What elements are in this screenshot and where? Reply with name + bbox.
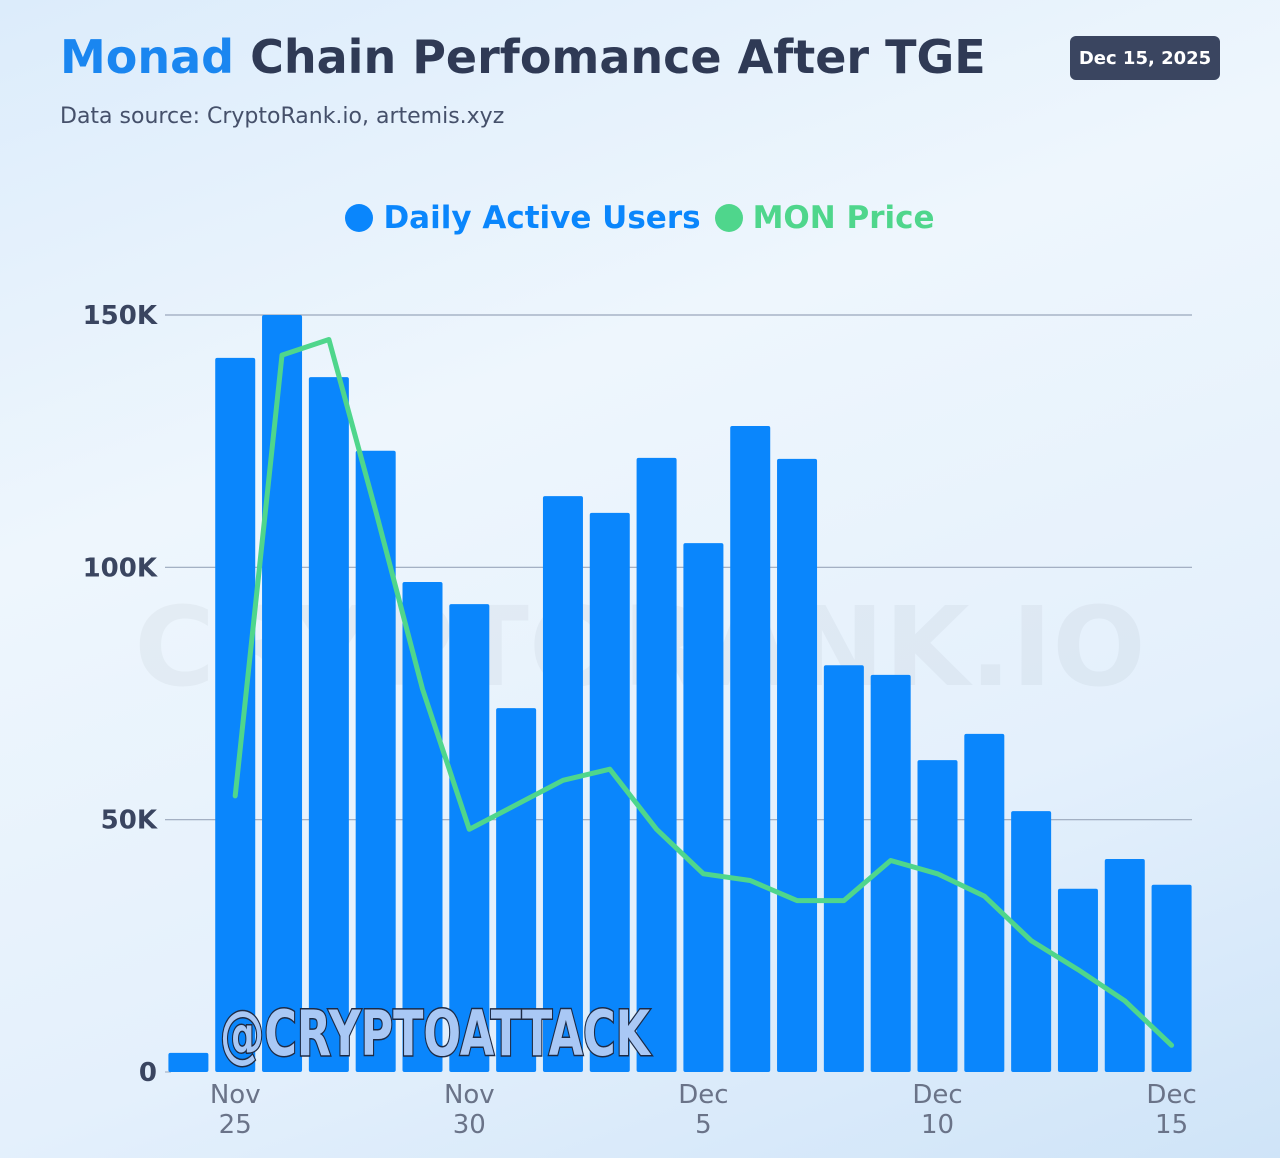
bar bbox=[777, 458, 818, 1073]
bar bbox=[168, 1052, 209, 1072]
chart-title: Monad Chain Perfomance After TGE bbox=[60, 30, 986, 84]
x-tick-label: Dec 5 bbox=[678, 1080, 729, 1140]
title-rest: Chain Perfomance After TGE bbox=[250, 30, 986, 84]
bar bbox=[1104, 859, 1145, 1072]
y-tick-label: 0 bbox=[139, 1058, 157, 1088]
y-tick-label: 100K bbox=[83, 553, 158, 583]
y-tick-label: 50K bbox=[101, 806, 158, 836]
bar bbox=[589, 512, 630, 1072]
bar bbox=[308, 377, 349, 1073]
title-highlight: Monad bbox=[60, 30, 235, 84]
legend: Daily Active Users MON Price bbox=[0, 200, 1280, 236]
price-line bbox=[232, 337, 1175, 1048]
bar bbox=[262, 315, 303, 1072]
legend-label: MON Price bbox=[752, 200, 935, 236]
subtitle: Data source: CryptoRank.io, artemis.xyz bbox=[60, 104, 505, 129]
bar bbox=[1057, 888, 1098, 1072]
legend-item: MON Price bbox=[714, 200, 935, 236]
x-tick-label: Nov 25 bbox=[209, 1080, 261, 1140]
legend-marker bbox=[345, 204, 374, 232]
bar bbox=[636, 457, 677, 1072]
bar bbox=[402, 581, 443, 1072]
bar bbox=[730, 426, 771, 1072]
legend-item: Daily Active Users bbox=[345, 200, 701, 236]
bar bbox=[449, 604, 490, 1072]
bar bbox=[542, 496, 583, 1073]
y-tick-label: 150K bbox=[83, 301, 158, 331]
bar bbox=[683, 543, 724, 1072]
bar bbox=[870, 674, 911, 1072]
bar bbox=[215, 357, 256, 1072]
x-tick-label: Dec 15 bbox=[1146, 1080, 1197, 1140]
date-badge: Dec 15, 2025 bbox=[1070, 36, 1220, 80]
bar bbox=[917, 760, 958, 1072]
bar bbox=[823, 665, 864, 1072]
legend-marker bbox=[714, 204, 743, 232]
x-tick-label: Dec 10 bbox=[912, 1080, 963, 1140]
bar bbox=[355, 450, 396, 1072]
x-tick-label: Nov 30 bbox=[443, 1080, 495, 1140]
watermark-handle: @CRYPTOATTACK bbox=[220, 997, 651, 1070]
legend-label: Daily Active Users bbox=[383, 200, 701, 236]
bar bbox=[964, 733, 1005, 1072]
bar bbox=[1151, 884, 1192, 1072]
